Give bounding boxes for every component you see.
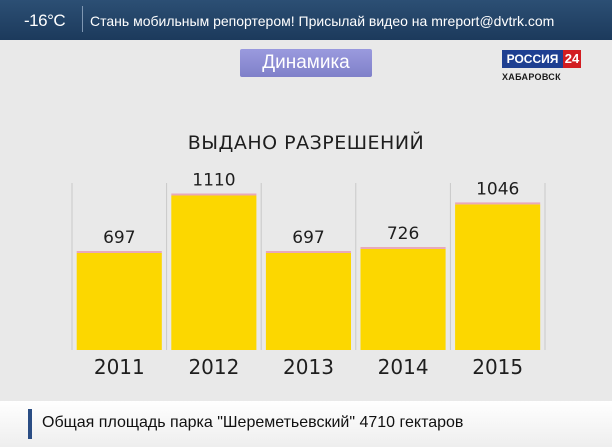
logo-mark: РОССИЯ 24 [502, 50, 581, 68]
bottom-info-bar: Общая площадь парка "Шереметьевский" 471… [0, 401, 612, 447]
data-label: 1046 [476, 179, 519, 199]
bar-top-edge [455, 202, 541, 205]
bottom-news-ticker: Общая площадь парка "Шереметьевский" 471… [42, 414, 464, 431]
bar-top-edge [76, 251, 162, 253]
logo-name: РОССИЯ [502, 50, 563, 68]
category-label: 2012 [188, 355, 239, 379]
bar-2013 [265, 253, 351, 350]
channel-logo: РОССИЯ 24 ХАБАРОВСК [502, 50, 581, 86]
bar-2015 [455, 204, 541, 350]
ticker-divider [82, 6, 83, 32]
logo-city: ХАБАРОВСК [502, 72, 561, 82]
bar-top-edge [265, 251, 351, 253]
bottom-accent-stripe [28, 409, 32, 439]
temperature-readout: -16°C [24, 11, 66, 30]
bar-top-edge [360, 247, 446, 249]
category-label: 2013 [283, 355, 334, 379]
bar-top-edge [171, 193, 257, 196]
category-label: 2015 [472, 355, 523, 379]
section-label: Динамика [240, 49, 372, 77]
chart-title: ВЫДАНО РАЗРЕШЕНИЙ [187, 132, 425, 154]
chart-labels: 697 2011 1110 2012 697 2013 726 2014 1046 2015 [94, 171, 523, 380]
category-label: 2011 [94, 355, 145, 379]
data-label: 697 [103, 228, 135, 248]
category-label: 2014 [378, 355, 429, 379]
chart-grid [71, 183, 546, 350]
bar-2014 [360, 249, 446, 350]
bar-2012 [171, 195, 257, 350]
data-label: 697 [292, 228, 324, 248]
logo-number: 24 [563, 50, 581, 68]
top-news-ticker: Стань мобильным репортером! Присылай вид… [90, 13, 555, 29]
chart-bars [76, 193, 541, 350]
bar-2011 [76, 253, 162, 350]
top-info-bar: -16°C Стань мобильным репортером! Присыл… [0, 0, 612, 40]
data-label: 1110 [192, 171, 235, 191]
data-label: 726 [387, 224, 419, 244]
